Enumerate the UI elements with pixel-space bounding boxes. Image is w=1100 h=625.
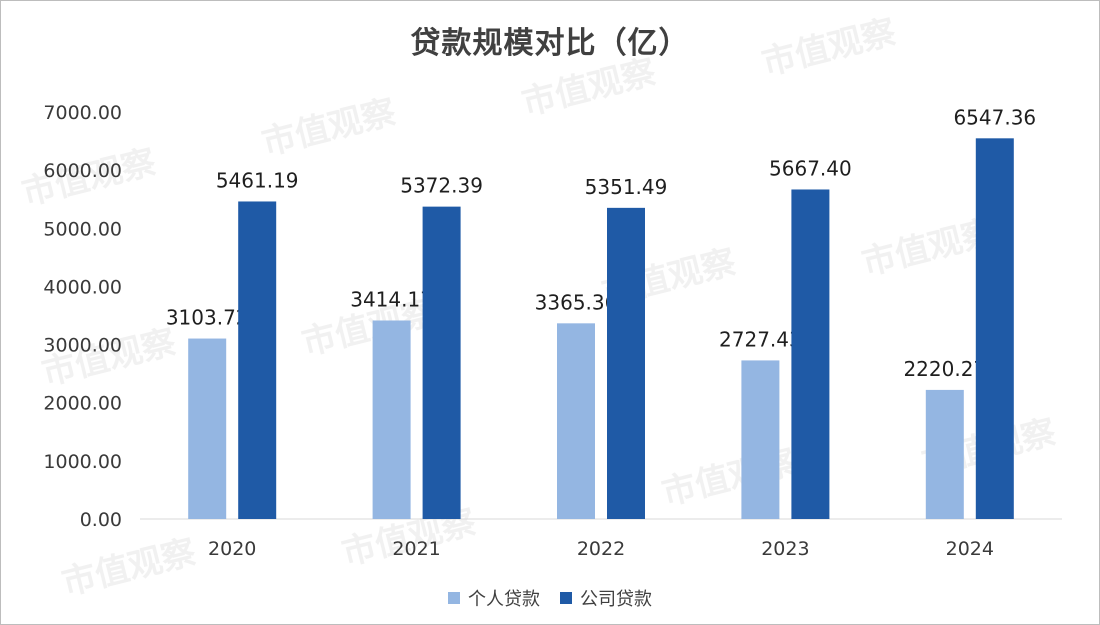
legend-label-personal: 个人贷款 <box>468 589 540 610</box>
x-tick-label: 2024 <box>946 538 994 560</box>
data-label-personal: 2727.43 <box>719 327 802 351</box>
y-tick-label: 6000.00 <box>43 160 122 182</box>
legend-item-corporate: 公司贷款 <box>560 585 652 611</box>
legend-item-personal: 个人贷款 <box>448 585 540 611</box>
y-tick-label: 1000.00 <box>43 451 122 473</box>
chart-title: 贷款规模对比（亿） <box>410 26 690 61</box>
bar-corporate <box>791 189 830 519</box>
data-label-corporate: 5372.39 <box>400 174 483 198</box>
x-tick-label: 2022 <box>577 538 625 560</box>
bar-corporate <box>607 207 645 520</box>
legend-swatch-personal <box>448 592 460 604</box>
y-tick-label: 2000.00 <box>43 393 122 415</box>
data-label-personal: 2220.27 <box>903 357 986 381</box>
data-label-corporate: 5351.49 <box>585 175 668 199</box>
data-label-personal: 3103.72 <box>166 306 249 330</box>
y-tick-label: 5000.00 <box>43 218 122 240</box>
bar-corporate <box>238 201 277 519</box>
data-label-corporate: 5461.19 <box>216 168 299 192</box>
legend-label-corporate: 公司贷款 <box>580 589 652 610</box>
legend: 个人贷款 公司贷款 <box>0 585 1100 611</box>
legend-swatch-corporate <box>560 592 572 604</box>
data-label-personal: 3365.36 <box>535 290 618 314</box>
y-tick-label: 0.00 <box>80 509 122 531</box>
x-tick-label: 2023 <box>761 538 809 560</box>
bar-corporate <box>975 138 1014 519</box>
bar-corporate <box>422 206 461 519</box>
bar-personal <box>372 320 411 519</box>
y-tick-label: 4000.00 <box>43 276 122 298</box>
data-label-personal: 3414.17 <box>350 287 433 311</box>
bar-personal <box>925 389 964 519</box>
data-label-corporate: 6547.36 <box>953 105 1036 129</box>
bar-personal <box>557 323 595 519</box>
x-tick-label: 2020 <box>208 538 256 560</box>
y-tick-label: 3000.00 <box>43 335 122 357</box>
x-tick-label: 2021 <box>392 538 440 560</box>
bar-personal <box>188 338 227 519</box>
data-label-corporate: 5667.40 <box>769 156 852 180</box>
y-tick-label: 7000.00 <box>43 102 122 124</box>
bar-personal <box>741 360 780 519</box>
